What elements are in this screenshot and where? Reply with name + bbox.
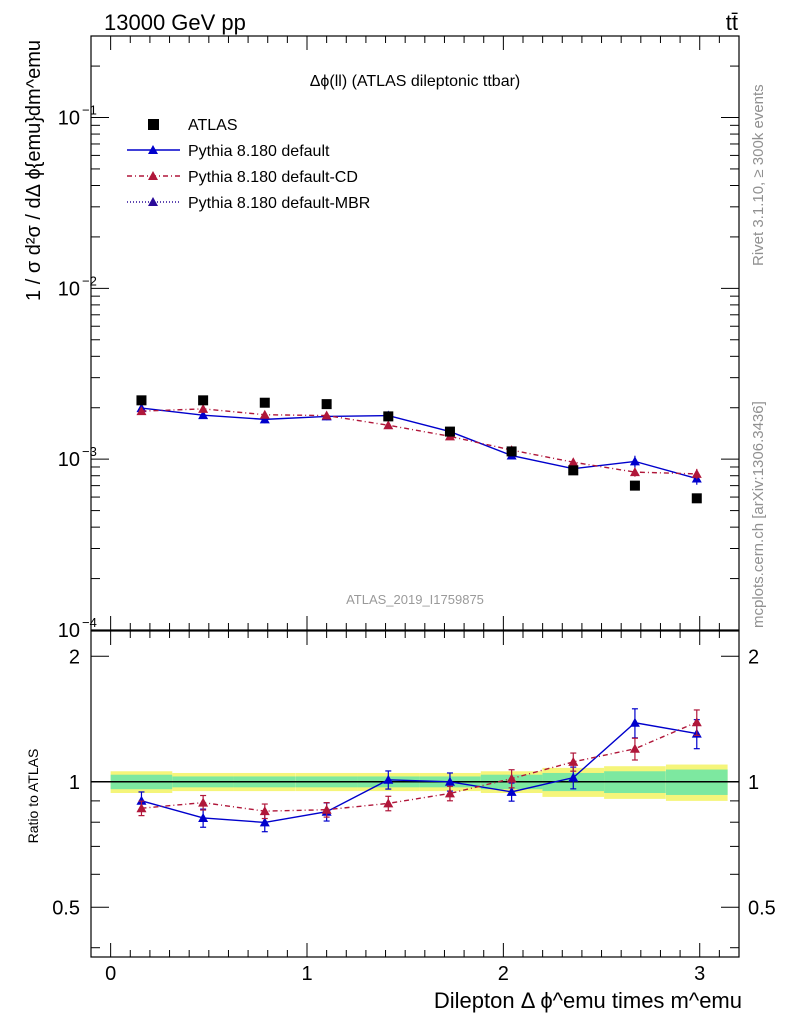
marker-point xyxy=(629,467,640,477)
ratio-marker xyxy=(691,717,702,727)
ratio-marker xyxy=(629,717,640,727)
x-tick-label: 2 xyxy=(498,963,509,985)
main-panel-frame xyxy=(90,35,740,631)
data-point xyxy=(136,395,147,406)
data-point xyxy=(568,465,579,476)
ratio-marker xyxy=(568,772,579,782)
y-tick-label: 10 xyxy=(58,620,80,642)
marker-point xyxy=(259,409,270,419)
ratio-marker xyxy=(321,804,332,814)
marker-point xyxy=(383,420,394,430)
data-point xyxy=(629,480,640,491)
ratio-marker xyxy=(506,773,517,783)
y-tick-label: 10 xyxy=(58,108,80,130)
data-point xyxy=(506,446,517,457)
marker-point xyxy=(691,468,702,478)
x-tick-label: 3 xyxy=(694,963,705,985)
legend-label: Pythia 8.180 default-MBR xyxy=(188,195,370,212)
rivet-label: Rivet 3.1.10, ≥ 300k events xyxy=(750,84,767,266)
y-tick-label: 10 xyxy=(58,449,80,471)
ratio-y-axis-title: Ratio to ATLAS xyxy=(25,749,41,844)
ratio-marker xyxy=(259,806,270,816)
ratio-series xyxy=(136,708,702,833)
x-tick-label: 0 xyxy=(105,963,116,985)
data-point xyxy=(383,411,394,422)
ratio-y-tick-label: 0.5 xyxy=(52,897,80,919)
data-point xyxy=(444,426,455,437)
mcplots-label: mcplots.cern.ch [arXiv:1306.3436] xyxy=(750,401,767,628)
main-series xyxy=(136,395,702,504)
legend: ATLAS Pythia 8.180 default Pythia 8.180 de… xyxy=(127,117,370,212)
ratio-marker xyxy=(259,817,270,827)
legend-marker xyxy=(148,145,158,154)
legend-marker xyxy=(148,197,158,206)
ratio-marker xyxy=(568,756,579,766)
series-line-2 xyxy=(141,408,697,475)
ratio-line-1 xyxy=(141,721,697,824)
analysis-id: ATLAS_2019_I1759875 xyxy=(346,592,484,607)
legend-label: ATLAS xyxy=(188,117,238,134)
axes: 0 1 2 310−410−310−210 −10.5 0.51 12 2 xyxy=(52,36,776,985)
ratio-marker xyxy=(383,798,394,808)
marker-point xyxy=(198,410,209,420)
marker-point xyxy=(321,410,332,420)
ratio-marker xyxy=(136,795,147,805)
ratio-line-2 xyxy=(141,721,698,812)
legend-marker xyxy=(148,171,158,180)
legend-marker xyxy=(148,119,159,130)
y-axis-title: 1 / σ d²σ / dΔ ϕ{emu}dm^emu xyxy=(23,40,45,301)
ratio-marker xyxy=(506,786,517,796)
marker-point xyxy=(629,456,640,466)
marker-point xyxy=(198,403,209,413)
ratio-y-tick-label: 1 xyxy=(69,772,80,794)
energy-label: 13000 GeV pp xyxy=(104,10,246,35)
ratio-marker xyxy=(629,743,640,753)
ratio-y-tick-label: 2 xyxy=(69,646,80,668)
x-axis-title: Dilepton Δ ϕ^emu times m^emu xyxy=(434,988,742,1013)
ratio-y-tick-label: 0.5 xyxy=(748,897,776,919)
marker-point xyxy=(568,457,579,467)
plot-title: Δϕ(ll) (ATLAS dileptonic ttbar) xyxy=(310,73,521,90)
data-point xyxy=(198,395,209,406)
ratio-marker xyxy=(198,812,209,822)
y-tick-exponent: −3 xyxy=(82,444,97,459)
series-line-1 xyxy=(141,407,697,480)
legend-label: Pythia 8.180 default xyxy=(188,143,330,160)
data-point xyxy=(321,399,332,410)
y-tick-exponent: −2 xyxy=(82,273,97,288)
marker-point xyxy=(259,414,270,424)
data-point xyxy=(691,493,702,504)
y-tick-exponent: −1 xyxy=(82,103,97,118)
x-tick-label: 1 xyxy=(301,963,312,985)
legend-label: Pythia 8.180 default-CD xyxy=(188,169,358,186)
ratio-marker xyxy=(383,774,394,784)
ratio-marker xyxy=(444,788,455,798)
ratio-y-tick-label: 1 xyxy=(748,772,759,794)
data-point xyxy=(259,397,270,408)
y-tick-label: 10 xyxy=(58,278,80,300)
process-label: tt̄ xyxy=(726,10,738,35)
y-tick-exponent: −4 xyxy=(82,615,97,630)
ratio-marker xyxy=(136,803,147,813)
ratio-marker xyxy=(444,776,455,786)
marker-point xyxy=(136,406,147,416)
ratio-panel-frame xyxy=(90,630,740,958)
ratio-y-tick-label: 2 xyxy=(748,646,759,668)
ratio-marker xyxy=(198,797,209,807)
